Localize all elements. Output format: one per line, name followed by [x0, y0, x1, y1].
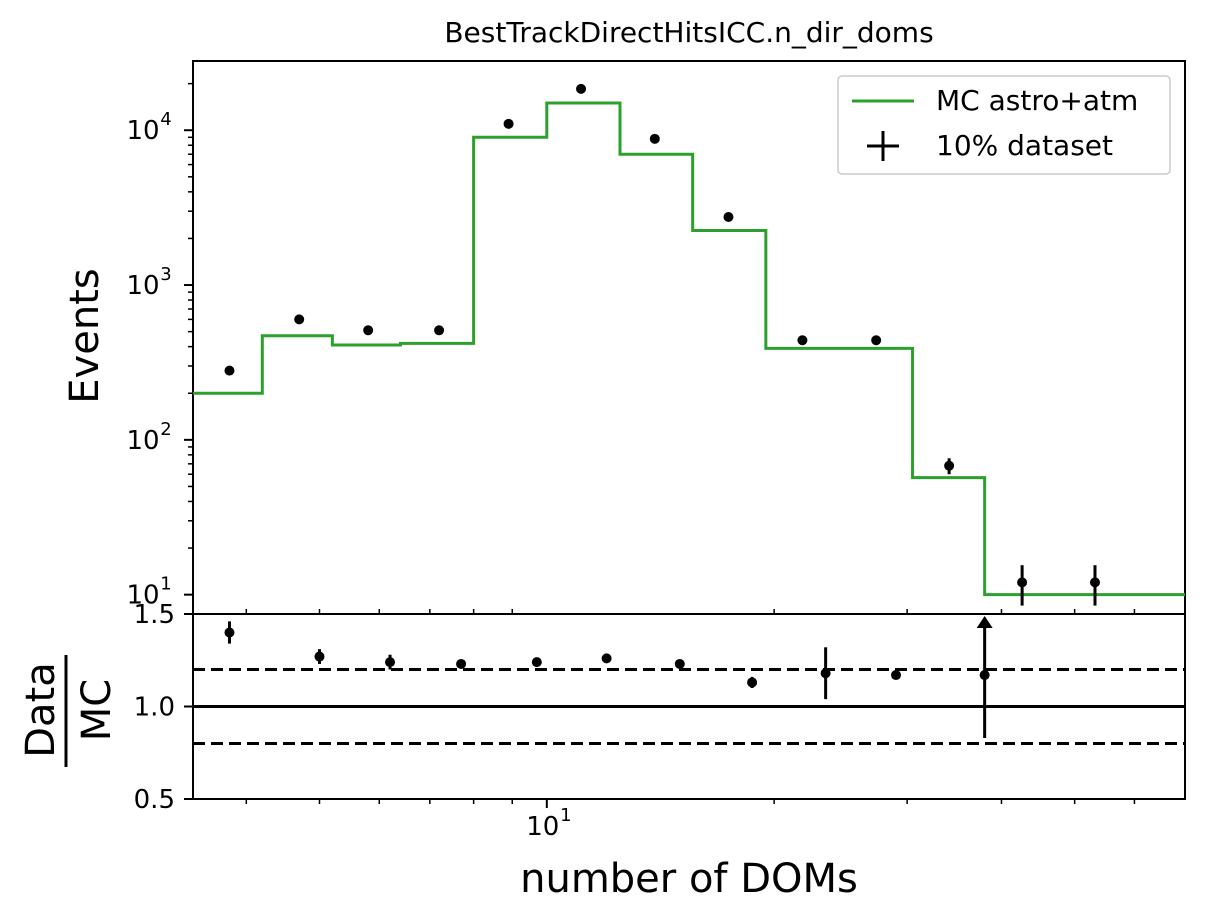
data-point	[363, 325, 374, 336]
ratio-y-tick-label: 0.5	[134, 785, 175, 815]
y-tick-label: 10	[126, 581, 159, 611]
x-tick-label: 10	[526, 812, 559, 842]
data-point	[294, 314, 305, 325]
y-axis-label-events: Events	[62, 268, 108, 403]
ratio-point	[385, 657, 396, 668]
y-tick-label-exponent: 2	[160, 419, 171, 440]
ratio-label-denominator: MC	[74, 679, 120, 741]
data-point	[723, 212, 734, 223]
legend-data-label: 10% dataset	[936, 129, 1113, 162]
ratio-point	[224, 627, 235, 638]
data-point	[797, 335, 808, 346]
data-point	[1089, 577, 1100, 588]
y-tick-label: 10	[126, 116, 159, 146]
mc-step-line	[193, 101, 1185, 597]
ratio-point	[820, 668, 831, 679]
data-point	[434, 325, 445, 336]
y-tick-label: 10	[126, 426, 159, 456]
data-point	[503, 118, 514, 129]
ratio-y-tick-label: 1.0	[134, 693, 175, 723]
y-tick-label-exponent: 4	[160, 109, 171, 130]
legend: MC astro+atm 10% dataset	[837, 75, 1171, 175]
data-point	[224, 365, 235, 376]
data-point	[649, 133, 660, 144]
ratio-arrow-head	[976, 616, 993, 628]
x-tick-label-exponent: 1	[560, 805, 571, 826]
ratio-panel: 0.5 1.0 1.5 10 1	[134, 600, 1186, 842]
ratio-y-tick-label: 1.5	[134, 600, 175, 630]
ratio-point	[747, 677, 758, 688]
y-tick-label-exponent: 1	[160, 574, 171, 595]
ratio-point	[456, 658, 467, 669]
chart-title: BestTrackDirectHitsICC.n_dir_doms	[444, 16, 933, 49]
x-axis-label: number of DOMs	[520, 856, 858, 902]
data-point	[1017, 577, 1028, 588]
ratio-point	[531, 657, 542, 668]
data-point	[871, 335, 882, 346]
legend-box	[837, 75, 1171, 175]
ratio-point	[979, 670, 990, 681]
data-point	[576, 83, 587, 94]
legend-mc-label: MC astro+atm	[936, 84, 1138, 117]
ratio-point	[674, 658, 685, 669]
y-tick-label: 10	[126, 271, 159, 301]
y-tick-label-exponent: 3	[160, 264, 171, 285]
ratio-label-numerator: Data	[18, 662, 64, 758]
ratio-point	[890, 670, 901, 681]
ratio-point	[314, 651, 325, 662]
ratio-point	[601, 653, 612, 664]
data-point	[944, 460, 955, 471]
